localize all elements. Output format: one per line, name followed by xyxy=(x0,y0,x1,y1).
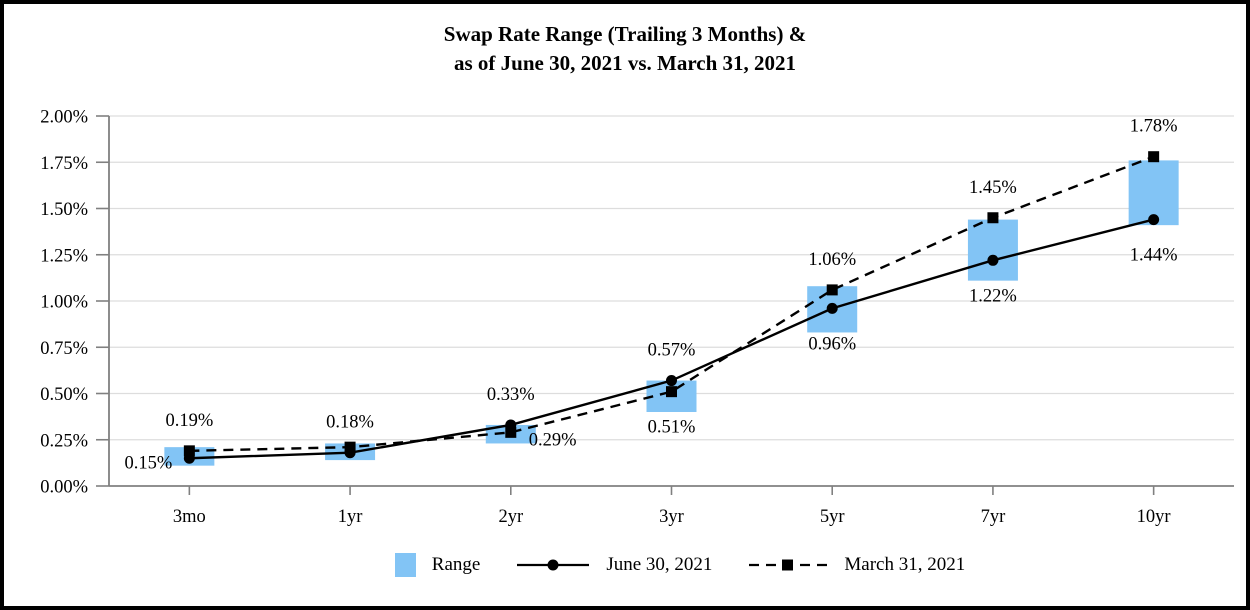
data-label: 1.06% xyxy=(808,250,856,270)
y-tick-label: 1.75% xyxy=(40,154,88,174)
marker-circle xyxy=(826,302,838,314)
y-tick-label: 0.75% xyxy=(40,339,88,359)
x-tick-label: 7yr xyxy=(981,507,1006,527)
legend: Range June 30, 2021 March 31, 2021 xyxy=(59,553,1246,577)
marker-circle xyxy=(987,254,999,266)
marker-circle xyxy=(1148,214,1160,226)
data-label: 0.15% xyxy=(125,453,173,473)
data-label: 0.96% xyxy=(808,334,856,354)
legend-item-june: June 30, 2021 xyxy=(516,554,712,576)
marker-square xyxy=(987,212,999,224)
y-tick-label: 1.50% xyxy=(40,200,88,220)
chart-title-line2: as of June 30, 2021 vs. March 31, 2021 xyxy=(453,51,797,75)
range-bar xyxy=(967,219,1018,281)
legend-march-label: March 31, 2021 xyxy=(844,554,966,575)
legend-march-line-icon xyxy=(749,559,828,571)
data-label: 0.51% xyxy=(648,418,696,438)
marker-square xyxy=(1148,151,1160,163)
legend-range-label: Range xyxy=(431,554,481,575)
chart-title-line1: Swap Rate Range (Trailing 3 Months) & xyxy=(443,22,807,46)
x-tick-label: 1yr xyxy=(338,507,363,527)
marker-circle xyxy=(666,375,677,387)
x-tick-label: 3mo xyxy=(173,507,206,527)
marker-square xyxy=(505,426,517,438)
marker-square xyxy=(666,386,677,398)
legend-june-label: June 30, 2021 xyxy=(606,554,713,575)
data-label: 0.18% xyxy=(326,413,374,433)
data-label: 1.22% xyxy=(969,286,1017,306)
data-label: 1.44% xyxy=(1130,246,1178,266)
y-tick-label: 1.00% xyxy=(40,293,88,313)
legend-item-range: Range xyxy=(394,553,481,577)
marker-square xyxy=(344,441,356,453)
data-label: 0.19% xyxy=(165,411,213,431)
x-tick-label: 5yr xyxy=(820,507,845,527)
x-tick-label: 2yr xyxy=(498,507,523,527)
plot-area: 0.00% 0.25% 0.50% 0.75% 1.00% 1.25% 1.50% 1.75%… xyxy=(40,108,1234,527)
y-tick-label: 0.50% xyxy=(40,385,88,405)
y-tick-label: 0.25% xyxy=(40,431,88,451)
data-label: 0.33% xyxy=(487,385,535,405)
data-label: 1.45% xyxy=(969,178,1017,198)
data-label: 0.29% xyxy=(529,430,577,450)
x-tick-label: 3yr xyxy=(659,507,684,527)
chart-title: Swap Rate Range (Trailing 3 Months) & as… xyxy=(4,20,1246,78)
marker-square xyxy=(183,445,195,457)
legend-range-swatch-icon xyxy=(394,553,416,577)
data-label: 1.78% xyxy=(1130,117,1178,137)
y-tick-label: 2.00% xyxy=(40,108,88,128)
y-tick-label: 0.00% xyxy=(40,478,88,498)
legend-item-march: March 31, 2021 xyxy=(748,554,965,576)
data-label: 0.57% xyxy=(648,341,696,361)
marker-square xyxy=(826,284,838,296)
y-tick-label: 1.25% xyxy=(40,246,88,266)
x-tick-label: 10yr xyxy=(1137,507,1171,527)
legend-june-line-icon xyxy=(517,559,590,571)
